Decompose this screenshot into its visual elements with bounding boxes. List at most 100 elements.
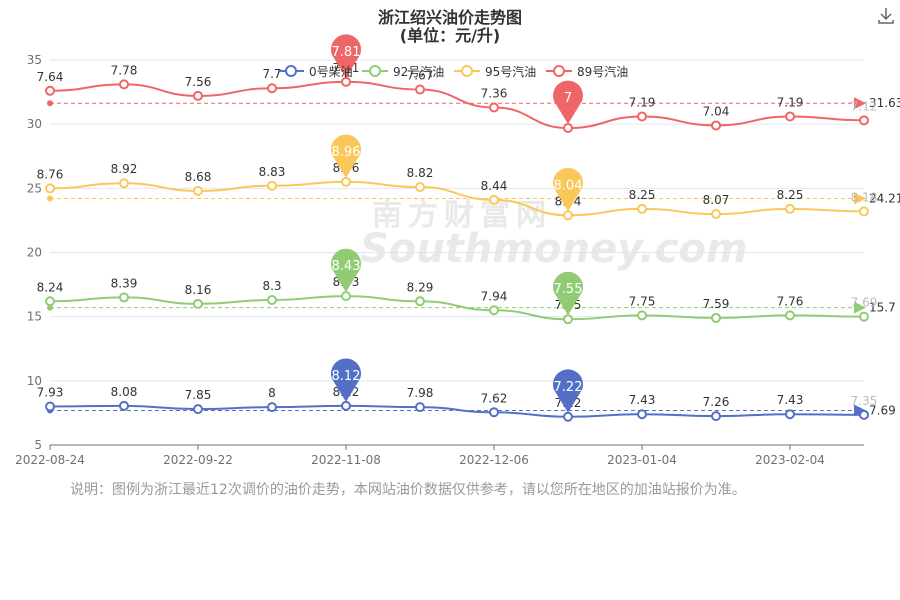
average-arrow [854, 192, 866, 205]
download-icon[interactable] [876, 6, 896, 26]
min-marker-label: 7.22 [554, 380, 583, 395]
data-label: 8.76 [37, 167, 64, 181]
data-label: 7.19 [777, 95, 804, 109]
legend-label: 95号汽油 [485, 64, 537, 79]
data-point [859, 115, 869, 126]
average-label: 31.63 [869, 96, 900, 110]
data-label: 7.36 [481, 86, 508, 100]
max-marker [331, 248, 361, 293]
data-label: 7.78 [111, 63, 138, 77]
data-point [119, 79, 129, 90]
legend-label: 92号汽油 [393, 64, 445, 79]
data-point [563, 314, 573, 325]
data-label: 8.25 [629, 188, 656, 202]
watermark: 南方财富网 Southmoney.com [300, 190, 748, 280]
average-arrow [854, 301, 866, 314]
max-marker [331, 34, 361, 78]
legend-marker-icon [454, 65, 480, 77]
average-label: 24.21 [869, 191, 900, 205]
data-point [193, 404, 203, 415]
data-label: 7.75 [629, 294, 656, 308]
data-label: 7.85 [185, 388, 212, 402]
data-label: 7.04 [703, 104, 730, 118]
average-start-marker [47, 195, 53, 202]
data-label: 8.29 [407, 280, 434, 294]
data-point [785, 203, 795, 214]
series-line [49, 295, 865, 321]
average-start-marker [47, 304, 53, 311]
data-point [785, 111, 795, 122]
x-tick-label: 2023-02-04 [755, 453, 825, 467]
data-label: 8.82 [407, 166, 434, 180]
average-arrow [854, 97, 866, 110]
x-tick-label: 2022-08-24 [15, 453, 85, 467]
data-point [267, 294, 277, 305]
data-point [785, 310, 795, 321]
average-start-marker [47, 100, 53, 107]
data-label: 7.59 [703, 297, 730, 311]
average-label: 7.69 [869, 403, 896, 417]
data-point [859, 311, 869, 322]
data-point [341, 176, 351, 187]
min-marker [553, 80, 583, 125]
data-point [193, 185, 203, 196]
data-label: 7.56 [185, 75, 212, 89]
data-label: 7.93 [37, 386, 64, 400]
data-label: 8.39 [111, 276, 138, 290]
max-marker [331, 134, 361, 178]
chart-title: 浙江绍兴油价走势图 [377, 8, 522, 27]
data-label: 8.16 [185, 283, 212, 297]
data-label: 7.26 [703, 395, 730, 409]
legend-item-92[interactable]: 92号汽油 [362, 63, 444, 79]
data-point [711, 312, 721, 323]
x-tick-label: 2022-12-06 [459, 453, 529, 467]
data-point [637, 111, 647, 122]
data-label: 7.43 [629, 393, 656, 407]
max-marker-label: 7.81 [332, 45, 361, 60]
y-tick-label: 25 [27, 181, 42, 195]
min-marker-label: 7 [564, 91, 572, 106]
y-tick-label: 30 [27, 117, 42, 131]
data-label: 7.64 [37, 70, 64, 84]
max-marker-label: 8.12 [332, 369, 361, 384]
data-label: 8.92 [111, 162, 138, 176]
legend-item-89[interactable]: 89号汽油 [546, 63, 628, 79]
min-marker-label: 7.55 [554, 282, 583, 297]
y-tick-label: 35 [27, 53, 42, 67]
legend-item-95[interactable]: 95号汽油 [454, 63, 536, 79]
data-point [711, 411, 721, 422]
data-point [489, 305, 499, 316]
legend-label: 89号汽油 [577, 64, 629, 79]
legend-item-diesel[interactable]: 0号柴油 [278, 63, 353, 79]
data-label: 7.12 [851, 99, 878, 113]
data-point [489, 407, 499, 418]
data-label: 7.69 [851, 296, 878, 310]
data-label: 8.3 [262, 279, 281, 293]
series-line [49, 80, 865, 130]
data-label: 7.35 [851, 394, 878, 408]
data-point [267, 180, 277, 191]
data-label: 7.43 [777, 393, 804, 407]
legend-label: 0号柴油 [309, 64, 353, 79]
min-marker-label: 8.04 [554, 178, 583, 193]
data-label: 7.76 [777, 294, 804, 308]
data-label: 7.98 [407, 386, 434, 400]
x-tick-label: 2023-01-04 [607, 453, 677, 467]
data-label: 8.24 [37, 280, 64, 294]
data-point [415, 402, 425, 413]
legend-marker-icon [546, 65, 572, 77]
chart-subtitle: (单位：元/升) [399, 26, 501, 45]
watermark-cn: 南方财富网 [372, 198, 552, 233]
data-point [489, 194, 499, 205]
data-point [637, 203, 647, 214]
data-point [119, 400, 129, 411]
data-point [45, 296, 55, 307]
x-tick-label: 2022-09-22 [163, 453, 233, 467]
data-point [119, 178, 129, 189]
data-point [563, 123, 573, 134]
data-label: 8.44 [481, 179, 508, 193]
data-point [267, 83, 277, 94]
data-label: 8 [268, 386, 276, 400]
data-point [563, 210, 573, 221]
